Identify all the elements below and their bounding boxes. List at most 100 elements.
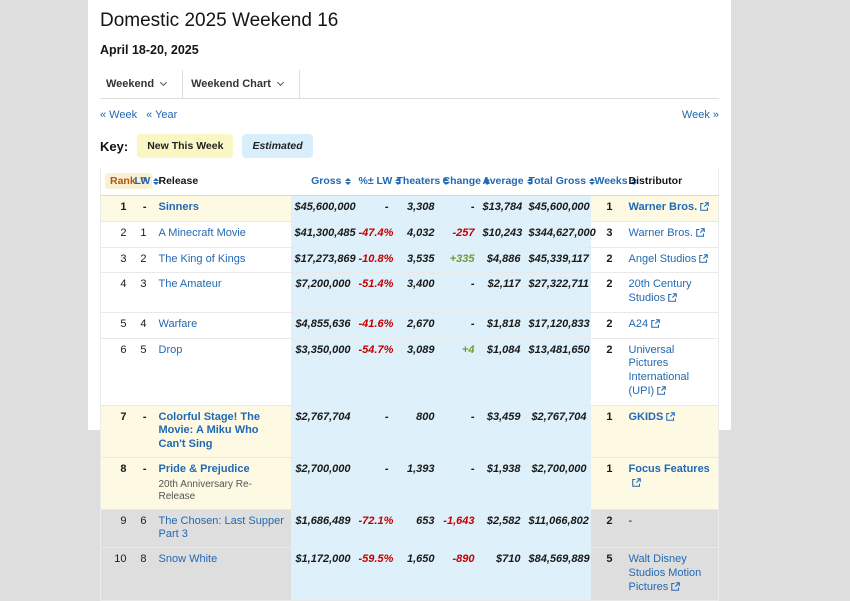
header-theaters[interactable]: Theaters — [392, 168, 450, 197]
cell-average: $3,459 — [478, 405, 525, 458]
release-link[interactable]: Snow White — [158, 553, 218, 566]
table-header-row: Rank ^ LW Release Gross %± LW Theaters Change A… — [100, 168, 719, 197]
header-label: Weeks — [594, 175, 628, 187]
header-label: Average — [482, 175, 524, 187]
cell-distributor: Warner Bros. — [620, 221, 719, 248]
tab-weekend-chart[interactable]: Weekend Chart — [183, 70, 300, 98]
tab-weekend-label: Weekend — [106, 78, 155, 90]
cell-lw: 5 — [130, 338, 151, 406]
value-text: -257 — [452, 226, 475, 239]
value-text: $3,459 — [486, 410, 521, 423]
cell-distributor: - — [620, 509, 719, 549]
cell-lw: 8 — [130, 547, 151, 601]
cell-theaters: 1,650 — [392, 547, 439, 601]
distributor-link[interactable]: Walt Disney Studios Motion Pictures — [628, 553, 702, 593]
header-distributor: Distributor — [620, 168, 719, 197]
legend-key: Key: New This Week Estimated — [100, 134, 719, 158]
header-gross[interactable]: Gross — [290, 168, 355, 197]
key-new-this-week-badge: New This Week — [137, 134, 234, 158]
cell-theaters: 3,308 — [392, 195, 439, 222]
cell-rank: 8 — [100, 457, 131, 510]
release-link[interactable]: The Chosen: Last Supper Part 3 — [158, 514, 284, 541]
distributor-link[interactable]: Warner Bros. — [628, 201, 698, 214]
distributor-link[interactable]: Focus Features — [628, 462, 710, 475]
release-link[interactable]: Sinners — [158, 201, 199, 214]
value-text: $344,627,000 — [528, 226, 596, 239]
external-link-icon — [651, 319, 660, 331]
distributor-link[interactable]: 20th Century Studios — [628, 278, 692, 305]
header-lw[interactable]: LW — [130, 168, 160, 197]
cell-distributor: GKIDS — [620, 405, 719, 458]
cell-release: The Amateur — [150, 272, 291, 313]
distributor-link[interactable]: Warner Bros. — [628, 226, 693, 239]
value-text: -1,643 — [443, 514, 475, 527]
cell-release: Drop — [150, 338, 291, 406]
cell-pct-lw: - — [354, 405, 393, 458]
value-text: $7,200,000 — [295, 278, 351, 291]
cell-total-gross: $45,600,000 — [524, 195, 591, 222]
table-body: 1- Sinners $45,600,000-3,308- $13,784 $45,60… — [100, 195, 719, 601]
cell-theaters: 800 — [392, 405, 439, 458]
chevron-down-icon — [276, 78, 285, 87]
cell-gross: $1,686,489 — [290, 509, 355, 549]
cell-weeks: 2 — [590, 338, 621, 406]
value-text: - — [470, 278, 475, 291]
cell-release: Colorful Stage! The Movie: A Miku Who Ca… — [150, 405, 291, 458]
value-text: -72.1% — [358, 514, 394, 527]
cell-pct-lw: -10.8% — [354, 247, 393, 274]
release-link[interactable]: Drop — [158, 343, 183, 356]
cell-pct-lw: -51.4% — [354, 272, 393, 313]
distributor-link[interactable]: GKIDS — [628, 410, 664, 423]
release-link[interactable]: Pride & Prejudice — [158, 462, 250, 475]
release-link[interactable]: A Minecraft Movie — [158, 226, 246, 239]
header-release: Release — [150, 168, 291, 197]
cell-total-gross: $84,569,889 — [524, 547, 591, 601]
cell-rank: 10 — [100, 547, 131, 601]
cell-total-gross: $45,339,117 — [524, 247, 591, 274]
tab-weekend[interactable]: Weekend — [100, 70, 184, 98]
cell-weeks: 2 — [590, 509, 621, 549]
cell-change: - — [438, 272, 479, 313]
distributor-link[interactable]: Universal Pictures International (UPI) — [628, 343, 690, 397]
cell-average: $1,818 — [478, 312, 525, 339]
external-link-icon — [671, 581, 681, 594]
table-row: 9 6 The Chosen: Last Supper Part 3 $1,686,4… — [100, 509, 719, 549]
external-link-icon — [657, 386, 666, 398]
value-text: $13,784 — [482, 201, 523, 214]
release-link[interactable]: The Amateur — [158, 278, 222, 291]
cell-release: Snow White — [150, 547, 291, 601]
value-text: $2,582 — [486, 514, 521, 527]
distributor-link[interactable]: Angel Studios — [628, 252, 697, 265]
cell-weeks: 2 — [590, 247, 621, 274]
cell-weeks: 1 — [590, 405, 621, 458]
cell-total-gross: $27,322,711 — [524, 272, 591, 313]
header-rank[interactable]: Rank ^ — [100, 168, 152, 197]
cell-weeks: 1 — [590, 195, 621, 222]
header-weeks[interactable]: Weeks — [590, 168, 637, 197]
next-week-link[interactable]: Week » — [681, 109, 719, 121]
value-text: $45,339,117 — [528, 252, 589, 265]
header-lw[interactable]: %± LW — [354, 168, 402, 197]
header-average[interactable]: Average — [478, 168, 533, 197]
prev-year-link[interactable]: « Year — [146, 109, 178, 121]
release-link[interactable]: Colorful Stage! The Movie: A Miku Who Ca… — [158, 410, 260, 451]
page-title: Domestic 2025 Weekend 16 — [100, 10, 339, 31]
cell-gross: $45,600,000 — [290, 195, 356, 222]
cell-change: - — [438, 405, 479, 458]
release-link[interactable]: Warfare — [158, 317, 198, 330]
cell-change: - — [438, 457, 479, 510]
release-link[interactable]: The King of Kings — [158, 252, 246, 265]
external-link-icon — [668, 293, 677, 305]
cell-theaters: 2,670 — [392, 312, 439, 339]
header-change[interactable]: Change — [438, 168, 491, 197]
cell-total-gross: $17,120,833 — [524, 312, 591, 339]
header-total-gross[interactable]: Total Gross — [524, 168, 596, 197]
table-row: 8- Pride & Prejudice 20th Anniversary Re-R… — [100, 457, 719, 510]
distributor-link[interactable]: A24 — [628, 317, 649, 330]
prev-week-link[interactable]: « Week — [100, 109, 138, 121]
cell-change: - — [438, 195, 479, 222]
cell-weeks: 2 — [590, 272, 621, 313]
cell-distributor: 20th Century Studios — [620, 272, 719, 313]
table-row: 10 8 Snow White $1,172,000 -59.5% 1,650 -890 $7… — [100, 547, 719, 601]
